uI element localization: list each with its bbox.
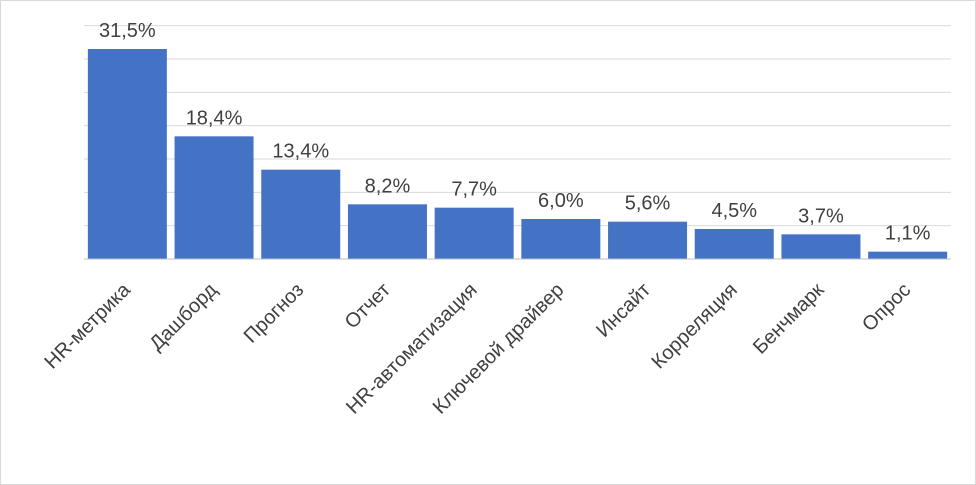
bar (434, 207, 514, 259)
data-labels: 31,5% 18,4% 13,4% 8,2% 7,7% 6,0% 5,6% 4,5% 3,7% 1… (99, 20, 931, 245)
data-label: 13,4% (272, 141, 329, 163)
x-tick-label: Отчет (341, 279, 395, 333)
x-tick-label: Инсайт (592, 279, 655, 342)
x-tick-label: HR-метрика (40, 278, 135, 373)
bar (521, 219, 601, 259)
bars (87, 49, 948, 259)
bar (694, 229, 774, 259)
x-tick-label: Опрос (858, 279, 915, 336)
data-label: 31,5% (99, 20, 156, 42)
bar (868, 251, 948, 259)
data-label: 7,7% (451, 179, 497, 201)
x-tick-label: Корреляция (647, 279, 741, 373)
bar (87, 49, 167, 259)
bar (347, 204, 427, 259)
bar (781, 234, 861, 259)
bar (608, 221, 688, 259)
data-label: 5,6% (625, 193, 671, 215)
data-label: 3,7% (798, 205, 844, 227)
bar (174, 136, 254, 259)
x-tick-labels: HR-метрика Дашборд Прогноз ОтчетHR-автомати… (40, 278, 915, 418)
x-tick-label: Прогноз (240, 279, 309, 348)
data-label: 6,0% (538, 190, 584, 212)
x-tick-label: Бенчмарк (749, 279, 829, 359)
bar (261, 169, 341, 259)
data-label: 4,5% (711, 200, 757, 222)
data-label: 18,4% (186, 107, 243, 129)
data-label: 1,1% (885, 223, 931, 245)
data-label: 8,2% (365, 175, 411, 197)
x-tick-label: Дашборд (145, 279, 221, 355)
